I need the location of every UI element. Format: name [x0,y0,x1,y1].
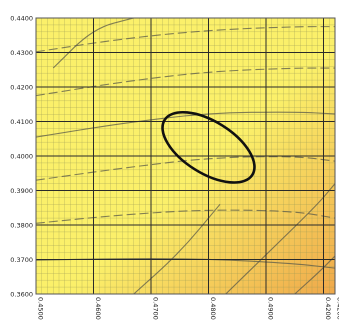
y-tick-label-8: 0.4400 [10,15,33,23]
y-tick-label-6: 0.4200 [10,84,33,92]
y-tick-label-0: 0.3600 [10,291,33,299]
x-tick-label-4: 0.4900 [267,297,275,320]
x-tick-label-6: 0.4200 [336,297,339,320]
y-tick-label-4: 0.4000 [10,153,33,161]
y-axis-ticks: 0.3600 0.3700 0.3800 0.3900 0.4000 0.4100 0.42… [10,15,33,299]
x-axis-ticks: 0.4500 0.4600 0.4700 0.4800 0.4900 0.4200 0.42… [37,297,339,320]
x-tick-label-3: 0.4800 [209,297,217,320]
y-tick-label-3: 0.3900 [10,187,33,195]
x-tick-label-1: 0.4600 [94,297,102,320]
y-tick-label-2: 0.3800 [10,222,33,230]
x-tick-label-0: 0.4500 [37,297,45,320]
x-tick-label-2: 0.4700 [152,297,160,320]
y-tick-label-7: 0.4300 [10,49,33,57]
x-tick-label-5: 0.4200 [324,297,332,320]
y-tick-label-5: 0.4100 [10,118,33,126]
y-tick-label-1: 0.3700 [10,256,33,264]
